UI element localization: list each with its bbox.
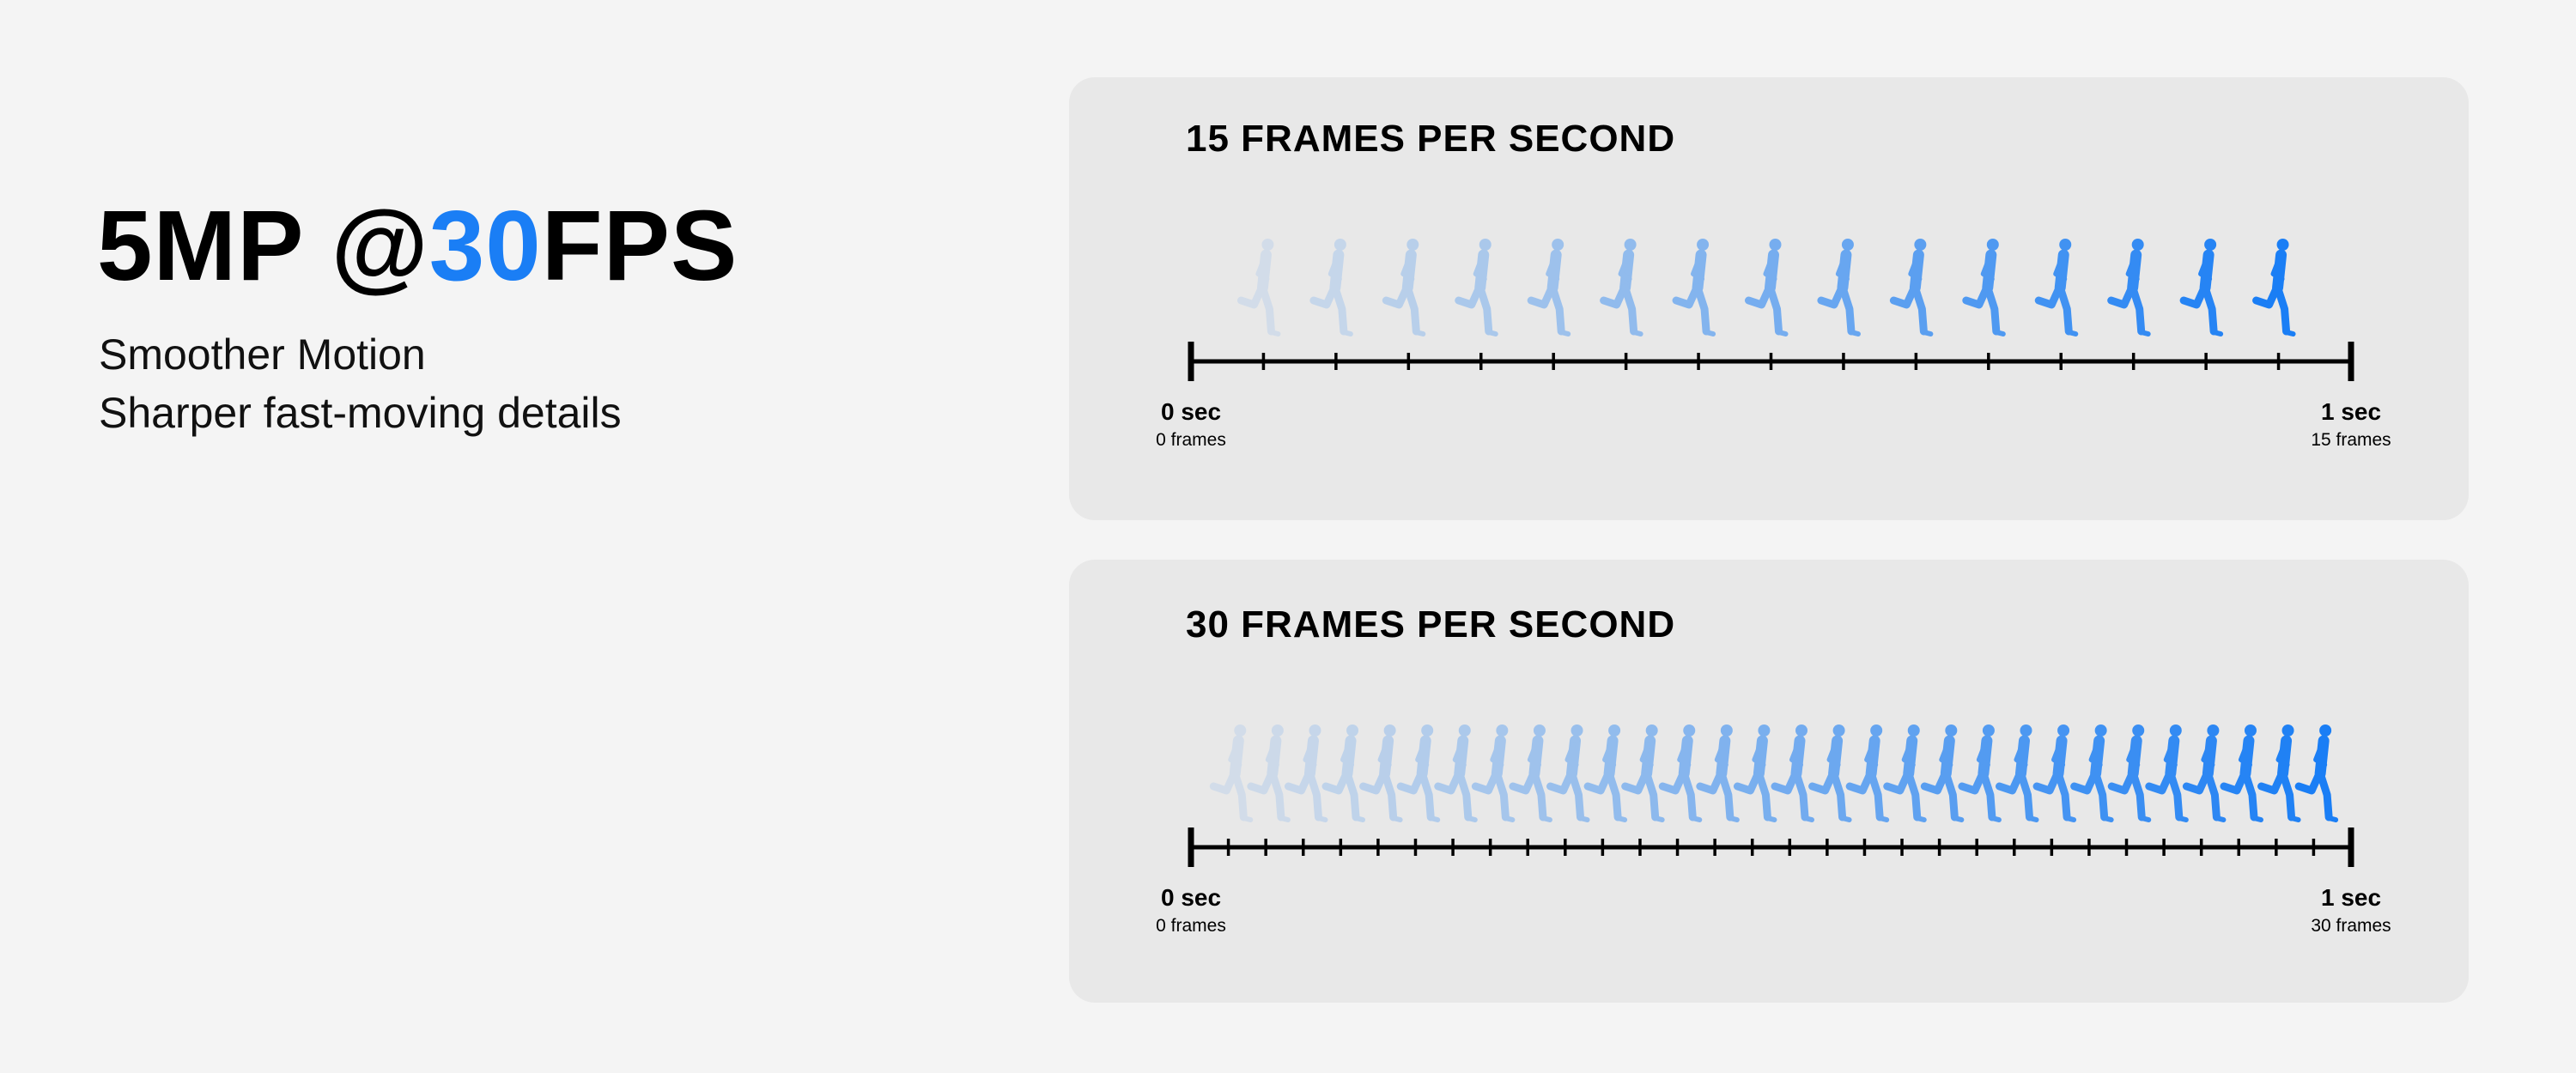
runner-frame-27 (2186, 724, 2223, 820)
runner-frame-8 (1749, 239, 1786, 334)
runner-frame-20 (1924, 724, 1961, 820)
runner-frame-7 (1438, 724, 1475, 820)
subtitle-line-1: Smoother Motion (99, 330, 426, 379)
runner-frame-22 (1999, 724, 2036, 820)
runner-frame-18 (1850, 724, 1886, 820)
panel-title: 15 FRAMES PER SECOND (1186, 118, 1676, 160)
runner-frame-3 (1288, 724, 1325, 820)
runner-frame-10 (1893, 239, 1930, 334)
start-frames-label: 0 frames (1156, 430, 1226, 450)
runner-frame-3 (1386, 239, 1423, 334)
runner-frame-15 (2257, 239, 2293, 334)
headline-accent: 30 (428, 190, 542, 301)
panel-title: 30 FRAMES PER SECOND (1186, 603, 1676, 646)
headline-prefix: 5MP @ (97, 190, 429, 301)
runner-frame-10 (1551, 724, 1588, 820)
headline: 5MP @30FPS (97, 196, 738, 295)
runner-frame-14 (1700, 724, 1737, 820)
runner-frame-6 (1400, 724, 1437, 820)
runner-frame-4 (1459, 239, 1496, 334)
runner-frame-21 (1962, 724, 1999, 820)
runner-frame-5 (1531, 239, 1568, 334)
runner-frame-12 (1625, 724, 1662, 820)
runner-frame-30 (2299, 724, 2336, 820)
runner-frame-9 (1821, 239, 1858, 334)
runner-frame-12 (2038, 239, 2075, 334)
end-frames-label: 30 frames (2311, 916, 2391, 936)
start-frames-label: 0 frames (1156, 916, 1226, 936)
runner-frame-26 (2149, 724, 2186, 820)
frame-timeline (1188, 560, 2354, 867)
panel-15fps: 15 FRAMES PER SECOND 0 sec 0 frames 1 se… (1069, 77, 2469, 520)
frame-timeline (1188, 77, 2354, 381)
runner-frame-5 (1364, 724, 1400, 820)
end-sec-label: 1 sec (2320, 398, 2382, 425)
runner-frame-28 (2224, 724, 2261, 820)
runner-frame-19 (1887, 724, 1924, 820)
runner-frame-2 (1314, 239, 1351, 334)
runner-frame-16 (1775, 724, 1812, 820)
runner-frame-29 (2262, 724, 2299, 820)
runner-frame-24 (2075, 724, 2111, 820)
start-sec-label: 0 sec (1160, 398, 1222, 425)
end-sec-label: 1 sec (2320, 884, 2382, 911)
runner-frame-9 (1513, 724, 1550, 820)
runner-frame-17 (1813, 724, 1850, 820)
runner-frame-23 (2037, 724, 2074, 820)
panel-30fps: 30 FRAMES PER SECOND 0 sec 0 frames 1 se… (1069, 560, 2469, 1003)
runner-frame-11 (1588, 724, 1625, 820)
runner-frame-14 (2184, 239, 2221, 334)
runner-frame-13 (2111, 239, 2148, 334)
runner-frame-1 (1241, 239, 1278, 334)
runner-frame-4 (1326, 724, 1363, 820)
runner-frame-25 (2111, 724, 2148, 820)
runner-frame-13 (1662, 724, 1699, 820)
subtitle-line-2: Sharper fast-moving details (99, 389, 622, 437)
end-frames-label: 15 frames (2311, 430, 2391, 450)
runner-frame-1 (1213, 724, 1250, 820)
runner-frame-6 (1604, 239, 1641, 334)
runner-frame-11 (1966, 239, 2003, 334)
runner-frame-8 (1475, 724, 1512, 820)
headline-suffix: FPS (541, 190, 738, 301)
runner-frame-15 (1737, 724, 1774, 820)
runner-frame-7 (1676, 239, 1713, 334)
runner-frame-2 (1251, 724, 1288, 820)
start-sec-label: 0 sec (1160, 884, 1222, 911)
